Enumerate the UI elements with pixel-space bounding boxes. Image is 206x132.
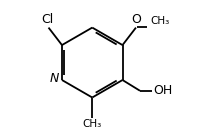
Text: OH: OH	[153, 84, 173, 97]
Text: N: N	[50, 72, 59, 85]
Text: CH₃: CH₃	[151, 16, 170, 26]
Text: CH₃: CH₃	[83, 119, 102, 129]
Text: O: O	[131, 13, 141, 26]
Text: Cl: Cl	[41, 13, 53, 26]
